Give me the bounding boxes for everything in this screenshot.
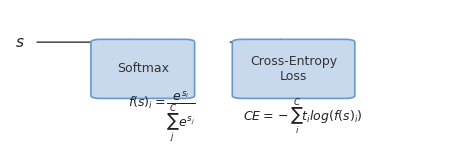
Text: $CE = -\sum_i^C t_i log(f(s)_i)$: $CE = -\sum_i^C t_i log(f(s)_i)$ (243, 96, 363, 137)
Text: Cross-Entropy
Loss: Cross-Entropy Loss (250, 55, 337, 83)
Text: $f(s)_i = \dfrac{e^{s_i}}{\sum_j^C e^{s_j}}$: $f(s)_i = \dfrac{e^{s_i}}{\sum_j^C e^{s_… (128, 89, 195, 144)
FancyBboxPatch shape (91, 39, 195, 98)
FancyBboxPatch shape (232, 39, 355, 98)
Text: Softmax: Softmax (117, 62, 169, 75)
Text: $s$: $s$ (16, 35, 25, 50)
